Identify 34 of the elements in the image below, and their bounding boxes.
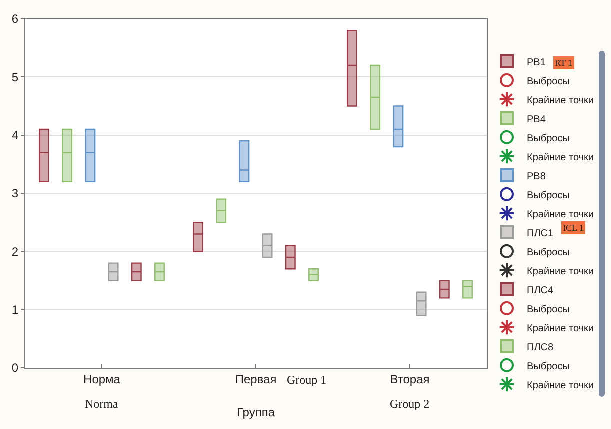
text: Group 2 xyxy=(390,397,430,411)
legend-label: Крайние точки xyxy=(527,323,594,334)
legend-label: Крайние точки xyxy=(527,266,594,278)
legend-label: ПЛС1 xyxy=(527,228,554,240)
legend-label: Выбросы xyxy=(527,190,570,202)
text: ICL 1 xyxy=(563,223,584,233)
legend-label: Выбросы xyxy=(527,361,570,372)
y-tick-label: 2 xyxy=(12,244,19,259)
text: Norma xyxy=(85,397,119,411)
text: Group 1 xyxy=(287,373,327,387)
y-tick-label: 4 xyxy=(12,128,19,143)
legend-label: Крайние точки xyxy=(527,95,594,106)
legend-label: Крайние точки xyxy=(527,380,594,392)
legend-label: Крайние точки xyxy=(527,152,594,164)
text: RT 1 xyxy=(555,58,573,68)
x-tick-label: Норма xyxy=(84,372,121,386)
y-tick-label: 3 xyxy=(12,186,19,201)
legend-label: Крайние точки xyxy=(527,209,594,220)
legend-label: Выбросы xyxy=(527,133,570,144)
legend-label: ПЛС4 xyxy=(527,285,554,296)
legend-label: Выбросы xyxy=(527,247,570,258)
y-tick-label: 0 xyxy=(12,361,19,376)
y-tick-label: 1 xyxy=(12,303,19,318)
legend-label: Выбросы xyxy=(527,304,570,316)
y-tick-label: 6 xyxy=(12,12,19,26)
legend-label: РВ8 xyxy=(527,171,546,182)
y-tick-label: 5 xyxy=(12,70,19,84)
legend-label: РВ1 xyxy=(527,57,546,68)
legend-label: РВ4 xyxy=(527,114,546,126)
legend-label: Выбросы xyxy=(527,76,570,88)
x-tick-label: Вторая xyxy=(390,372,430,386)
legend-label: ПЛС8 xyxy=(527,342,554,354)
x-tick-label: Первая xyxy=(235,372,277,386)
x-axis-title: Группа xyxy=(236,405,276,420)
